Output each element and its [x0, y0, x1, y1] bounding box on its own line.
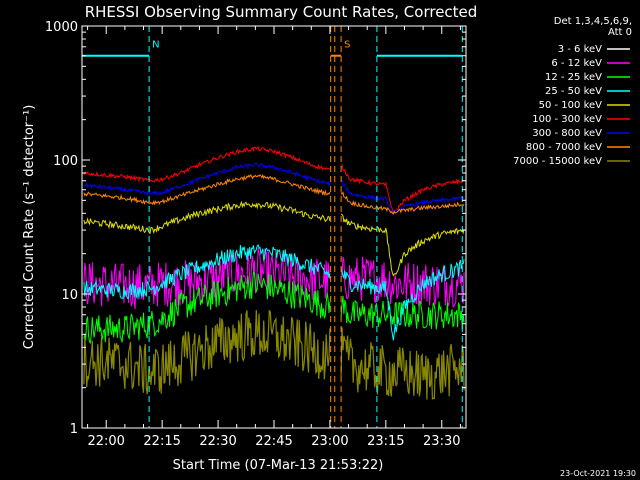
- x-tick-label-5: 23:00: [311, 434, 348, 449]
- x-tick-label-1: 22:00: [87, 434, 124, 449]
- chart-title: RHESSI Observing Summary Count Rates, Co…: [85, 3, 478, 21]
- series-line-8: [83, 173, 465, 214]
- legend: Det 1,3,4,5,6,9,Att 0 3 - 6 keV 6 - 12 keV…: [513, 16, 632, 167]
- legend-header-2: Att 0: [608, 27, 632, 38]
- x-tick-label-4: 22:45: [255, 434, 292, 449]
- axes: 1 10 100 1000 22:00 22:15 22:30 22:45 23:00 23:15…: [45, 20, 467, 449]
- legend-label-2: 6 - 12 keV: [551, 58, 602, 69]
- x-tick-label-6: 23:15: [367, 434, 404, 449]
- flag-label-2: S: [344, 40, 350, 51]
- legend-label-6: 100 - 300 keV: [532, 114, 602, 125]
- series-line-6: [83, 145, 465, 216]
- x-tick-label-7: 23:30: [423, 434, 460, 449]
- legend-label-9: 7000 - 15000 keV: [513, 156, 602, 167]
- legend-label-4: 25 - 50 keV: [545, 86, 602, 97]
- legend-header-1: Det 1,3,4,5,6,9,: [554, 16, 632, 27]
- legend-label-1: 3 - 6 keV: [558, 44, 602, 55]
- series-line-3: [83, 269, 465, 345]
- legend-label-7: 300 - 800 keV: [532, 128, 602, 139]
- series-line-4: [83, 244, 465, 341]
- x-tick-label-3: 22:30: [199, 434, 236, 449]
- y-axis-label: Corrected Count Rate (s⁻¹ detector⁻¹): [22, 105, 37, 350]
- y-tick-label-2: 10: [61, 288, 78, 303]
- footer-timestamp: 23-Oct-2021 19:30: [560, 469, 636, 478]
- y-tick-label-3: 100: [53, 154, 78, 169]
- series-line-7: [83, 162, 465, 215]
- x-tick-label-2: 22:15: [143, 434, 180, 449]
- flag-label-1: N: [152, 40, 159, 51]
- series-line-5: [83, 200, 465, 277]
- legend-label-5: 50 - 100 keV: [539, 100, 603, 111]
- series-line-9: [83, 309, 465, 400]
- y-tick-label-1: 1: [70, 422, 78, 437]
- y-tick-label-4: 1000: [45, 20, 78, 35]
- legend-label-3: 12 - 25 keV: [545, 72, 602, 83]
- x-axis-label: Start Time (07-Mar-13 21:53:22): [173, 458, 384, 473]
- legend-label-8: 800 - 7000 keV: [526, 142, 602, 153]
